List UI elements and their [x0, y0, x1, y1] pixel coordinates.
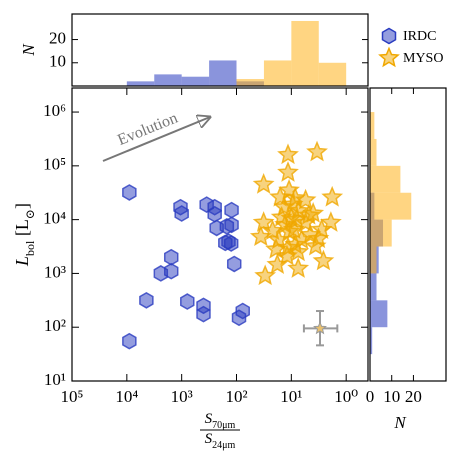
histogram-bar: [236, 79, 264, 86]
x-tick-label: 10³: [171, 387, 193, 406]
x-tick-label: 0: [366, 387, 375, 406]
hexagon-point: [122, 184, 137, 201]
histogram-bar: [370, 327, 373, 355]
y-tick-label: 10³: [44, 262, 66, 281]
star-point: [285, 208, 308, 229]
x-axis-label-numerator: S70μm: [205, 411, 236, 430]
y-tick-label: 10²: [44, 316, 66, 335]
error-point: [313, 321, 327, 335]
star-point: [287, 257, 310, 278]
y-tick-label: 10¹: [44, 370, 66, 389]
plot-frame: [71, 87, 369, 382]
star-point: [281, 193, 304, 214]
star-point: [306, 140, 328, 162]
x-tick-label: 10: [383, 387, 400, 406]
star-point: [254, 264, 277, 286]
hexagon-point: [207, 198, 222, 216]
y-tick-label: 10⁵: [43, 155, 66, 174]
hexagon-point: [219, 217, 235, 235]
histogram-bar: [370, 300, 388, 328]
legend-label: MYSO: [403, 51, 443, 66]
hexagon-point: [174, 205, 189, 222]
histogram-bar: [181, 76, 210, 86]
star-point: [277, 236, 299, 258]
x-axis-label: N: [393, 413, 407, 432]
legend-marker: [378, 46, 400, 68]
legend-marker: [381, 27, 397, 45]
evolution-arrow: [102, 117, 210, 162]
top-hist-frame: [71, 13, 369, 87]
hexagon-point: [163, 248, 179, 266]
star-point: [310, 218, 333, 239]
star-point: [304, 234, 327, 256]
histogram-bar: [263, 60, 292, 86]
hexagon-point: [180, 293, 195, 310]
histogram-bar: [370, 246, 377, 274]
hexagon-point: [224, 201, 239, 219]
x-axis-label-part: 24μm: [212, 440, 235, 451]
star-point: [261, 219, 284, 241]
x-tick-label: 10²: [225, 387, 247, 406]
y-tick-label: 20: [49, 28, 66, 47]
x-tick-label: 20: [405, 387, 422, 406]
x-axis-label-part: 70μm: [212, 420, 235, 431]
x-tick-label: 10¹: [280, 387, 302, 406]
y-tick-label: 10: [49, 52, 66, 71]
y-axis-label-part: ]: [12, 203, 32, 209]
star-point: [277, 143, 299, 165]
y-axis-label-part: L: [12, 256, 32, 267]
y-axis-label-part: ⊙: [23, 209, 37, 219]
histogram-bar: [318, 62, 347, 86]
y-axis-label-part: [L: [12, 219, 32, 241]
y-tick-label: 10⁶: [43, 101, 66, 120]
star-point: [252, 211, 275, 232]
x-axis-label-part: S: [205, 431, 213, 447]
hexagon-point: [139, 291, 154, 309]
star-point: [321, 185, 344, 207]
histogram-bar: [370, 219, 392, 247]
hexagon-point: [226, 255, 242, 273]
right-hist-frame: [369, 87, 447, 382]
hexagon-point: [196, 305, 211, 323]
histogram-bar: [370, 165, 401, 193]
histogram-bar: [370, 273, 377, 301]
star-point: [302, 202, 325, 223]
y-axis-label: N: [19, 43, 38, 57]
star-point: [277, 161, 299, 182]
histogram-bar: [209, 60, 237, 86]
histogram-bar: [370, 112, 375, 139]
histogram-bar: [370, 138, 377, 166]
x-tick-label: 10⁰: [334, 387, 358, 406]
x-axis-label-denominator: S24μm: [205, 431, 236, 450]
x-axis-label-part: S: [205, 411, 213, 427]
y-axis-label-part: bol: [23, 240, 37, 256]
y-axis-label: Lbol [L⊙]: [12, 203, 37, 267]
star-point: [270, 205, 293, 227]
histogram-bar: [370, 192, 412, 220]
x-tick-label: 10⁵: [61, 387, 84, 406]
star-point: [269, 185, 292, 207]
y-tick-label: 10⁴: [43, 209, 66, 228]
legend-label: IRDC: [403, 29, 436, 44]
hexagon-point: [153, 265, 169, 282]
star-point: [265, 237, 287, 259]
hexagon-point: [122, 332, 137, 350]
histogram-bar: [154, 74, 182, 86]
histogram-bar: [126, 81, 155, 86]
star-point: [312, 249, 335, 271]
hexagon-point: [218, 234, 233, 252]
x-tick-label: 10⁴: [115, 387, 138, 406]
star-point: [252, 173, 275, 194]
hexagon-point: [235, 302, 250, 320]
histogram-bar: [291, 20, 319, 86]
star-point: [294, 188, 317, 210]
